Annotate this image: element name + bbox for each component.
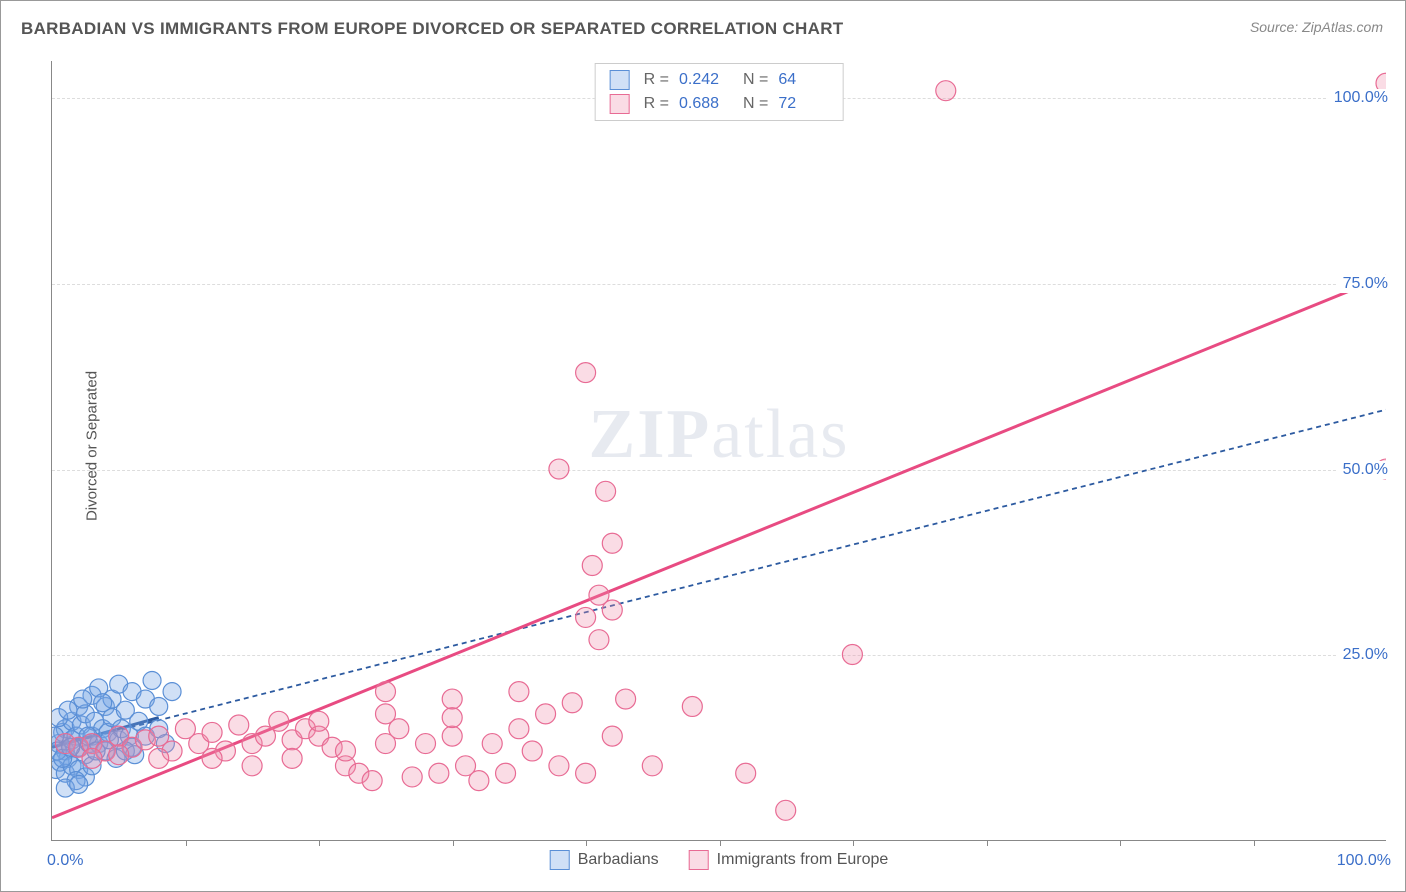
legend-label: Immigrants from Europe [717, 851, 889, 869]
data-point [589, 630, 609, 650]
x-axis-min-label: 0.0% [47, 852, 83, 870]
chart-title: BARBADIAN VS IMMIGRANTS FROM EUROPE DIVO… [21, 19, 843, 39]
data-point [482, 734, 502, 754]
data-point [202, 722, 222, 742]
data-point [549, 459, 569, 479]
x-tick [453, 840, 454, 846]
data-point [576, 763, 596, 783]
x-tick [853, 840, 854, 846]
data-point [282, 748, 302, 768]
y-tick-label: 25.0% [1337, 646, 1394, 664]
r-label: R = [644, 95, 669, 113]
n-value: 64 [778, 71, 828, 89]
chart-container: BARBADIAN VS IMMIGRANTS FROM EUROPE DIVO… [0, 0, 1406, 892]
x-tick [319, 840, 320, 846]
x-tick [720, 840, 721, 846]
x-tick [186, 840, 187, 846]
data-point [576, 363, 596, 383]
data-point [143, 672, 161, 690]
data-point [682, 696, 702, 716]
series-swatch [610, 70, 630, 90]
legend-swatch [689, 850, 709, 870]
data-point [376, 682, 396, 702]
legend-item: Immigrants from Europe [689, 850, 889, 870]
data-point [536, 704, 556, 724]
data-point [94, 694, 112, 712]
data-point [242, 756, 262, 776]
data-point [335, 741, 355, 761]
trend-line [52, 410, 1386, 748]
data-point [509, 682, 529, 702]
data-point [596, 481, 616, 501]
data-point [82, 748, 102, 768]
y-tick-label: 50.0% [1337, 461, 1394, 479]
data-point [416, 734, 436, 754]
x-axis-max-label: 100.0% [1337, 852, 1391, 870]
data-point [642, 756, 662, 776]
data-point [509, 719, 529, 739]
data-point [269, 711, 289, 731]
y-tick-label: 75.0% [1337, 275, 1394, 293]
data-point [376, 704, 396, 724]
data-point [522, 741, 542, 761]
data-point [469, 771, 489, 791]
plot-svg [52, 61, 1386, 840]
data-point [70, 775, 88, 793]
data-point [109, 745, 129, 765]
data-point [576, 607, 596, 627]
source-attribution: Source: ZipAtlas.com [1250, 19, 1383, 35]
data-point [616, 689, 636, 709]
data-point [496, 763, 516, 783]
bottom-legend: Barbadians Immigrants from Europe [550, 850, 889, 870]
y-tick-label: 100.0% [1328, 89, 1394, 107]
stats-row: R = 0.688 N = 72 [610, 92, 829, 116]
data-point [562, 693, 582, 713]
x-tick [1254, 840, 1255, 846]
data-point [582, 556, 602, 576]
legend-item: Barbadians [550, 850, 659, 870]
data-point [202, 748, 222, 768]
data-point [74, 690, 92, 708]
data-point [936, 81, 956, 101]
data-point [602, 533, 622, 553]
data-point [150, 697, 168, 715]
x-tick [586, 840, 587, 846]
series-swatch [610, 94, 630, 114]
x-tick [987, 840, 988, 846]
data-point [163, 683, 181, 701]
data-point [59, 701, 77, 719]
data-point [149, 748, 169, 768]
data-point [229, 715, 249, 735]
data-point [442, 689, 462, 709]
legend-label: Barbadians [578, 851, 659, 869]
data-point [842, 645, 862, 665]
data-point [402, 767, 422, 787]
data-point [549, 756, 569, 776]
data-point [429, 763, 449, 783]
r-value: 0.242 [679, 71, 729, 89]
data-point [736, 763, 756, 783]
x-tick [1120, 840, 1121, 846]
r-value: 0.688 [679, 95, 729, 113]
data-point [362, 771, 382, 791]
data-point [602, 600, 622, 620]
n-value: 72 [778, 95, 828, 113]
stats-row: R = 0.242 N = 64 [610, 68, 829, 92]
n-label: N = [743, 95, 768, 113]
data-point [442, 708, 462, 728]
n-label: N = [743, 71, 768, 89]
data-point [309, 711, 329, 731]
stats-box: R = 0.242 N = 64 R = 0.688 N = 72 [595, 63, 844, 121]
plot-area: ZIPatlas R = 0.242 N = 64 R = 0.688 N = … [51, 61, 1386, 841]
legend-swatch [550, 850, 570, 870]
data-point [776, 800, 796, 820]
r-label: R = [644, 71, 669, 89]
data-point [442, 726, 462, 746]
data-point [602, 726, 622, 746]
